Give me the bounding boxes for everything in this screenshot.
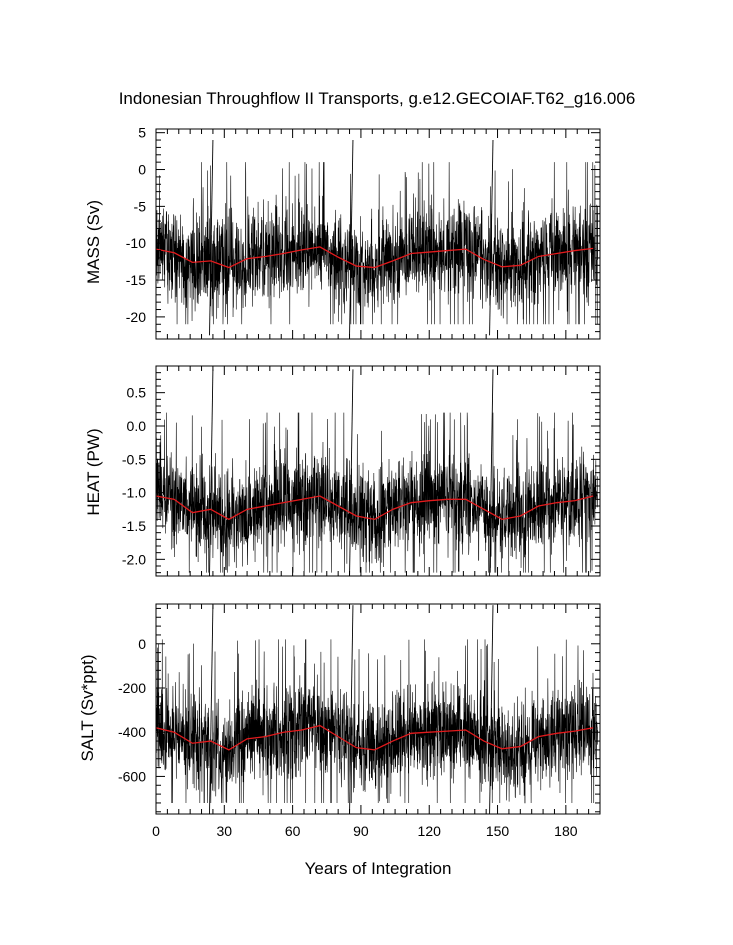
cycle-spike-line (349, 369, 354, 576)
cycle-spike-line (489, 369, 494, 576)
y-tick-label: -400 (118, 724, 146, 740)
cycle-spike-line (349, 605, 354, 814)
x-tick-label: 90 (353, 823, 369, 839)
plot-frame (155, 365, 601, 577)
x-tick-label: 0 (152, 823, 160, 839)
raw-transport-line (156, 412, 599, 573)
smoothed-transport-line (156, 495, 594, 521)
y-tick-label: -1.0 (122, 485, 146, 501)
y-tick-label: 0.5 (127, 385, 147, 401)
raw-transport-line (156, 162, 599, 325)
smoothed-transport-line (156, 724, 594, 751)
cycle-spike-line (489, 605, 494, 814)
plot-frame (155, 603, 601, 815)
cycle-spike-line (489, 140, 494, 336)
heat-y-axis-label: HEAT (PW) (84, 428, 103, 515)
y-tick-label: -200 (118, 680, 146, 696)
y-tick-label: -600 (118, 768, 146, 784)
x-tick-label: 60 (285, 823, 301, 839)
salt-panel: SALT (Sv*ppt) 0 -200 -400 -600 0 30 60 90 120 150… (78, 603, 601, 839)
cycle-spike-line (209, 605, 214, 814)
heat-panel: HEAT (PW) 0.5 0.0 -0.5 -1.0 -1.5 -2.0 (84, 365, 601, 577)
y-tick-label: -10 (126, 235, 146, 251)
mass-y-axis-label: MASS (Sv) (84, 200, 103, 284)
x-tick-label: 180 (554, 823, 578, 839)
x-tick-label: 150 (486, 823, 510, 839)
y-tick-label: -5 (134, 198, 147, 214)
plot-frame (155, 128, 601, 340)
y-tick-label: 5 (138, 125, 146, 141)
y-tick-label: 0 (138, 636, 146, 652)
y-tick-label: -2.0 (122, 551, 146, 567)
y-tick-label: -15 (126, 272, 146, 288)
x-tick-label: 30 (217, 823, 233, 839)
y-tick-label: -0.5 (122, 451, 146, 467)
cycle-spike-line (209, 140, 214, 336)
y-tick-label: -20 (126, 309, 146, 325)
x-tick-label: 120 (418, 823, 442, 839)
y-tick-label: -1.5 (122, 518, 146, 534)
x-axis-label: Years of Integration (305, 859, 452, 878)
y-tick-label: 0.0 (127, 418, 147, 434)
y-tick-label: 0 (138, 162, 146, 178)
mass-panel: MASS (Sv) 5 0 -5 -10 -15 -20 (84, 125, 601, 340)
smoothed-transport-line (156, 246, 594, 269)
cycle-spike-line (349, 140, 354, 336)
salt-y-axis-label: SALT (Sv*ppt) (78, 654, 97, 761)
cycle-spike-line (209, 369, 214, 576)
raw-transport-line (156, 639, 599, 804)
chart-title: Indonesian Throughflow II Transports, g.… (119, 89, 636, 108)
